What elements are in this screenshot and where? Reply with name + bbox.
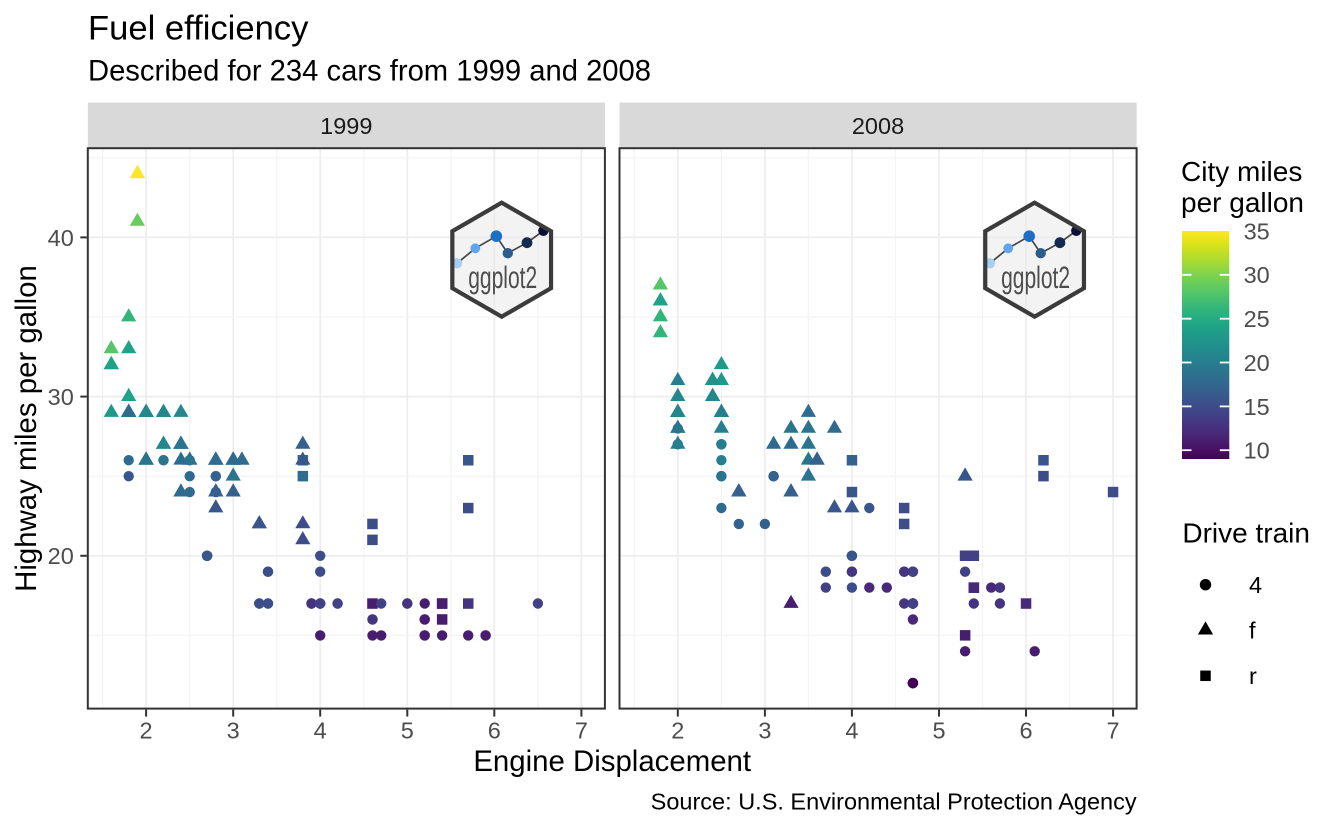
svg-text:5: 5: [932, 718, 945, 744]
svg-text:30: 30: [48, 384, 74, 410]
svg-text:Highway miles per gallon: Highway miles per gallon: [10, 265, 43, 592]
svg-text:35: 35: [1244, 218, 1270, 244]
svg-text:4: 4: [314, 718, 327, 744]
svg-text:ggplot2: ggplot2: [1001, 260, 1070, 295]
svg-text:f: f: [1249, 618, 1256, 644]
svg-text:40: 40: [48, 225, 74, 251]
svg-text:1999: 1999: [320, 113, 372, 139]
svg-text:7: 7: [575, 718, 588, 744]
svg-text:30: 30: [1244, 262, 1270, 288]
svg-text:Fuel efficiency: Fuel efficiency: [88, 10, 309, 48]
svg-text:10: 10: [1244, 438, 1270, 464]
svg-text:3: 3: [758, 718, 771, 744]
svg-text:5: 5: [401, 718, 414, 744]
svg-text:20: 20: [48, 543, 74, 569]
svg-text:3: 3: [227, 718, 240, 744]
svg-text:4: 4: [1249, 572, 1262, 598]
svg-text:Described for 234 cars from 19: Described for 234 cars from 1999 and 200…: [88, 55, 651, 87]
svg-text:6: 6: [488, 718, 501, 744]
svg-text:15: 15: [1244, 394, 1270, 420]
svg-text:20: 20: [1244, 350, 1270, 376]
svg-text:25: 25: [1244, 306, 1270, 332]
svg-text:City miles: City miles: [1181, 156, 1302, 187]
svg-text:r: r: [1249, 663, 1257, 689]
svg-text:per gallon: per gallon: [1181, 187, 1304, 218]
svg-text:6: 6: [1019, 718, 1032, 744]
svg-text:2: 2: [140, 718, 153, 744]
svg-text:Drive train: Drive train: [1182, 518, 1310, 549]
svg-text:Engine Displacement: Engine Displacement: [473, 745, 751, 778]
svg-text:2: 2: [671, 718, 684, 744]
svg-text:2008: 2008: [852, 113, 904, 139]
svg-text:Source: U.S. Environmental Pro: Source: U.S. Environmental Protection Ag…: [651, 788, 1137, 814]
svg-text:7: 7: [1107, 718, 1120, 744]
svg-text:ggplot2: ggplot2: [468, 260, 537, 295]
svg-text:4: 4: [845, 718, 858, 744]
